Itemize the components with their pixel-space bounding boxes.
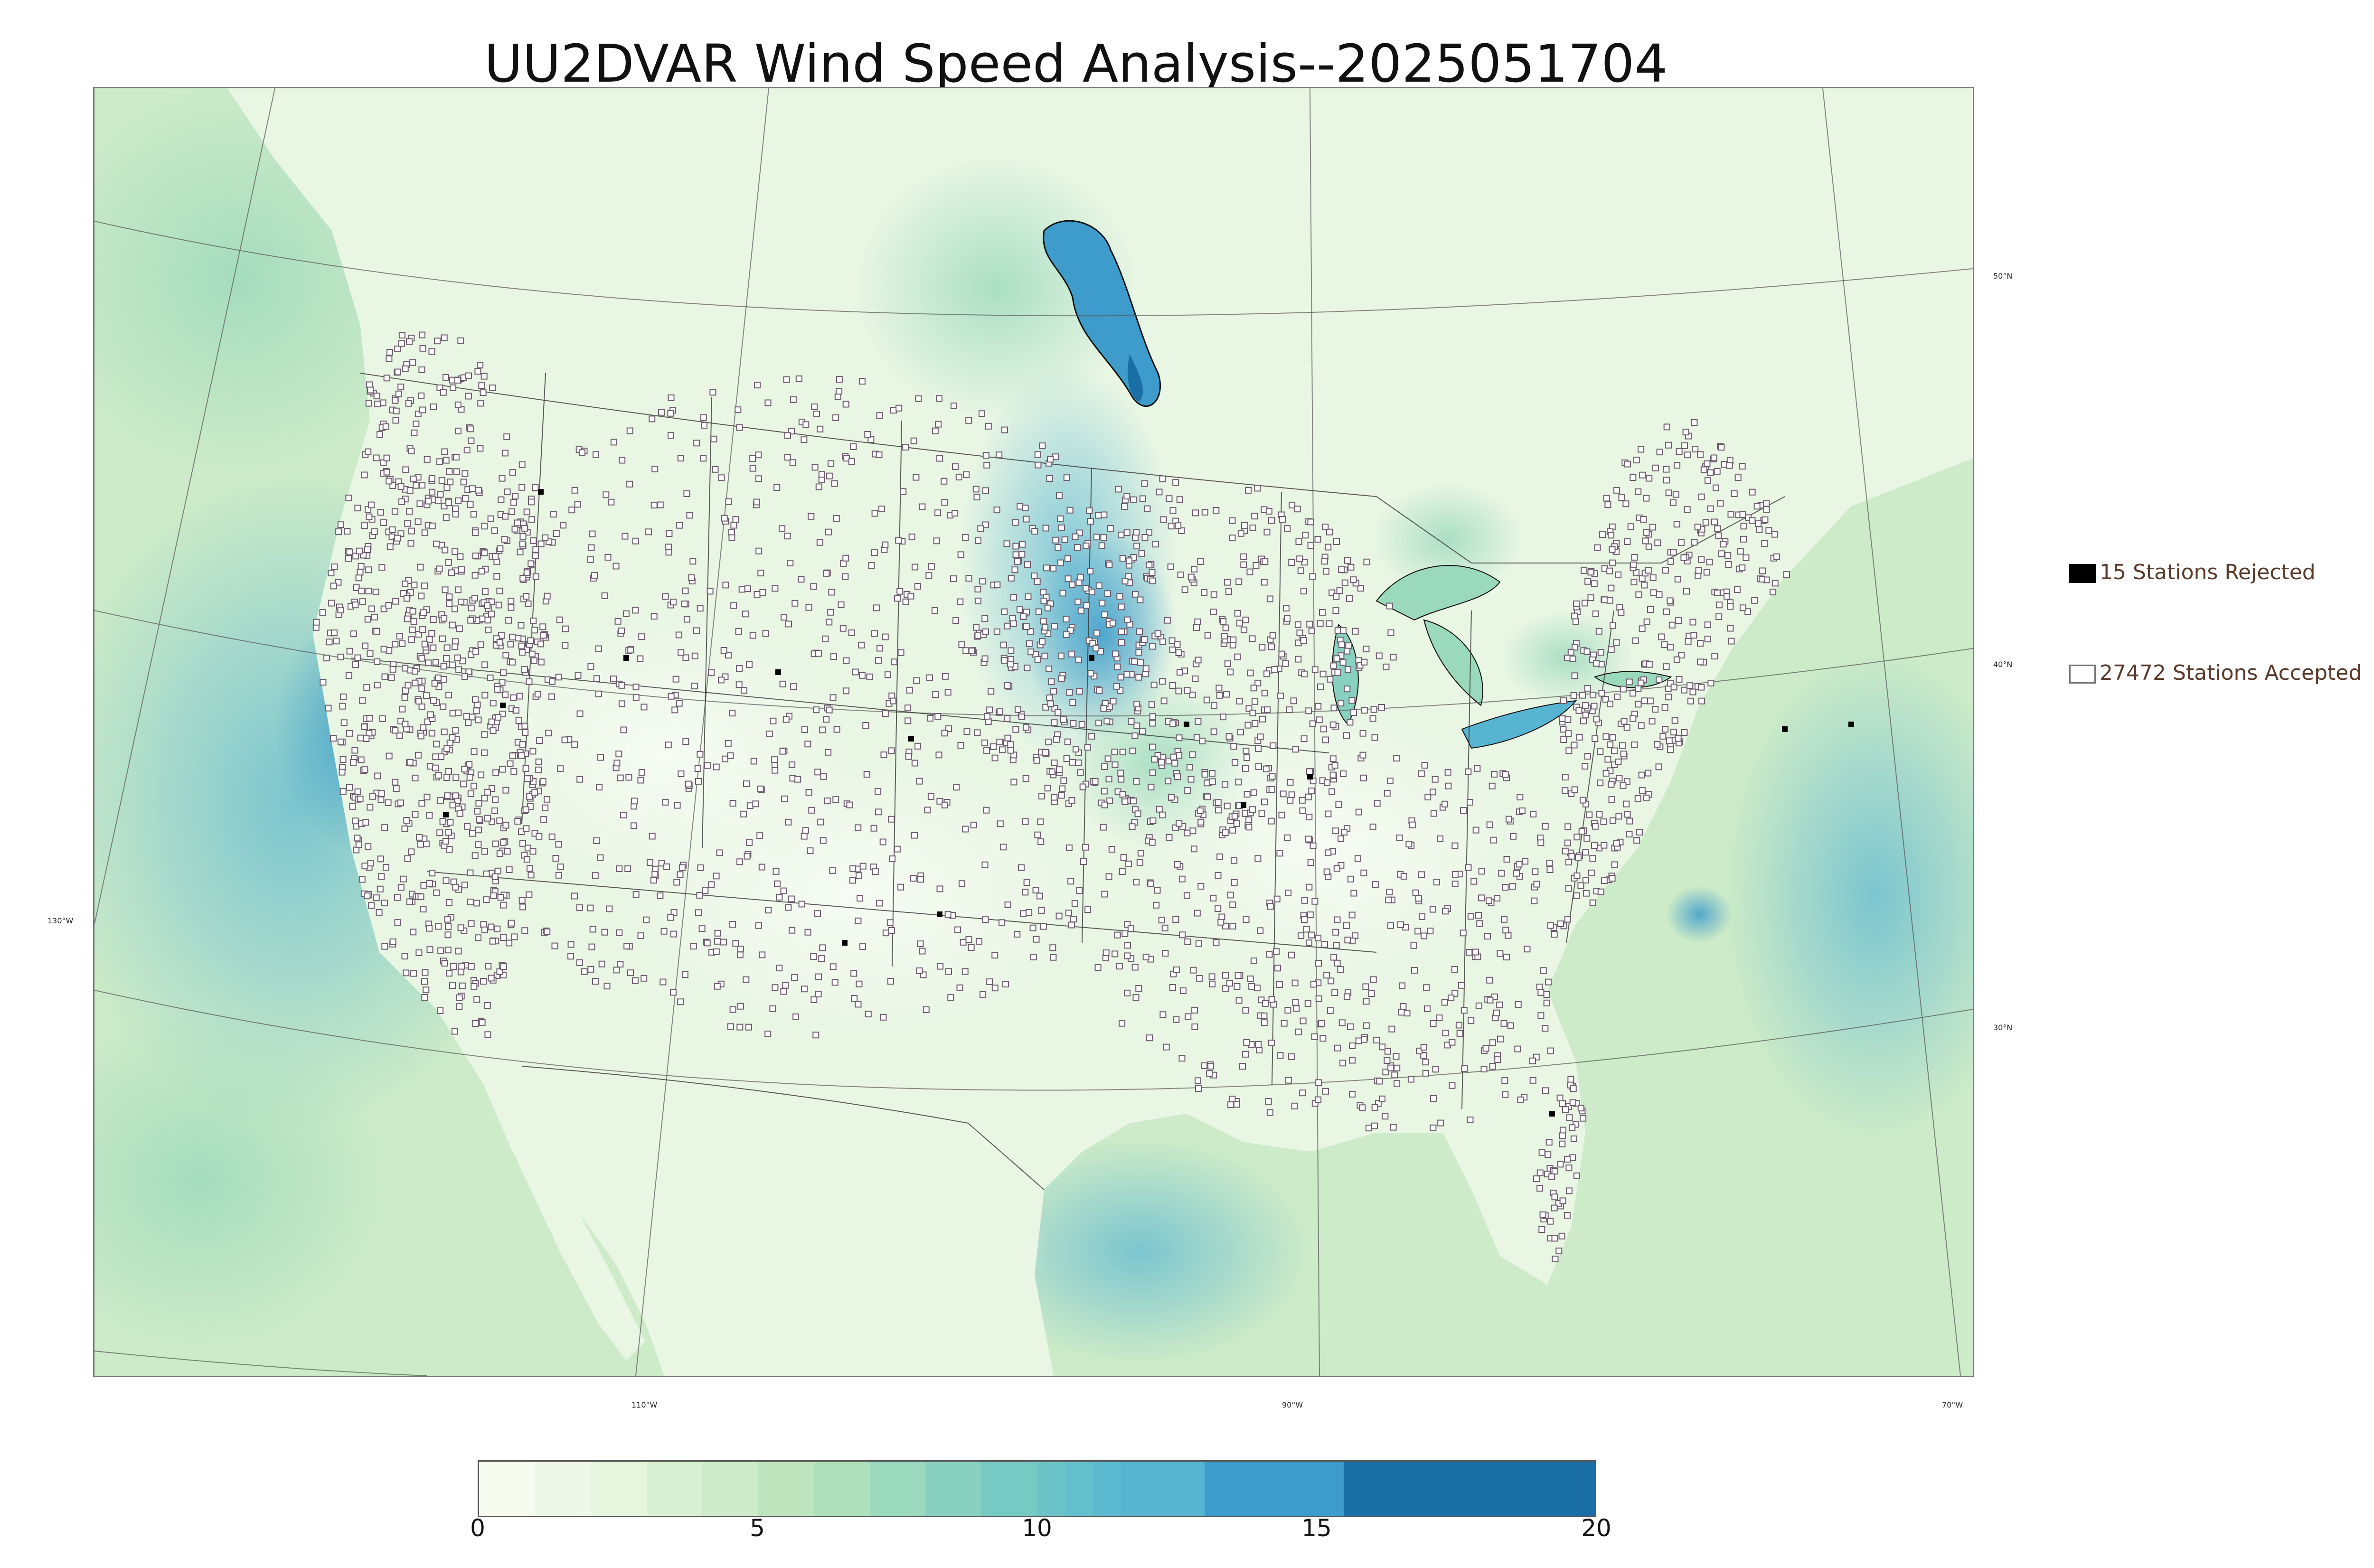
legend-rejected: 15 Stations Rejected (2069, 560, 2316, 584)
colorbar-tick-label: 5 (750, 1514, 765, 1542)
colorbar-segment (1037, 1462, 1065, 1516)
colorbar-tick-label: 15 (1301, 1514, 1332, 1542)
wind-speed-colorbar (478, 1460, 1596, 1517)
lat-label-30n: 30°N (1993, 1023, 2013, 1032)
colorbar-segment (591, 1462, 647, 1516)
colorbar-segment (479, 1462, 535, 1516)
lat-label-40n: 40°N (1993, 660, 2013, 669)
political-borders (350, 373, 1785, 1190)
colorbar-segment (925, 1462, 981, 1516)
graticule (94, 88, 1973, 1376)
colorbar-tick-label: 0 (470, 1514, 485, 1542)
accepted-stations (312, 331, 1790, 1262)
colorbar-segment (535, 1462, 591, 1516)
colorbar-segment (1204, 1462, 1344, 1516)
land-baja (484, 1085, 645, 1361)
colorbar-segment (1093, 1462, 1121, 1516)
colorbar-segment (869, 1462, 925, 1516)
rejected-swatch-icon (2069, 564, 2096, 583)
colorbar-segment (1121, 1462, 1205, 1516)
lon-label-110w: 110°W (631, 1400, 658, 1409)
wind-speed-map[interactable] (93, 87, 1974, 1377)
lon-label-90w: 90°W (1282, 1400, 1303, 1409)
colorbar-segment (981, 1462, 1037, 1516)
map-title: UU2DVAR Wind Speed Analysis--2025051704 (484, 33, 1668, 94)
lon-label-130w: 130°W (47, 916, 74, 925)
lat-label-50n: 50°N (1993, 272, 2013, 281)
colorbar-segment (814, 1462, 870, 1516)
rejected-stations (443, 489, 1854, 1117)
colorbar-segment (646, 1462, 702, 1516)
colorbar-tick-label: 10 (1022, 1514, 1052, 1542)
colorbar-segment (758, 1462, 814, 1516)
colorbar-segment (702, 1462, 758, 1516)
legend-accepted: 27472 Stations Accepted (2069, 661, 2362, 685)
legend-rejected-label: 15 Stations Rejected (2100, 560, 2316, 584)
colorbar-segment (1065, 1462, 1093, 1516)
colorbar-segment (1344, 1462, 1595, 1516)
accepted-swatch-icon (2069, 665, 2096, 684)
colorbar-tick-label: 20 (1581, 1514, 1611, 1542)
lon-label-70w: 70°W (1942, 1400, 1963, 1409)
legend-accepted-label: 27472 Stations Accepted (2100, 661, 2362, 685)
lakes (1043, 220, 1672, 749)
map-canvas (94, 88, 1973, 1376)
